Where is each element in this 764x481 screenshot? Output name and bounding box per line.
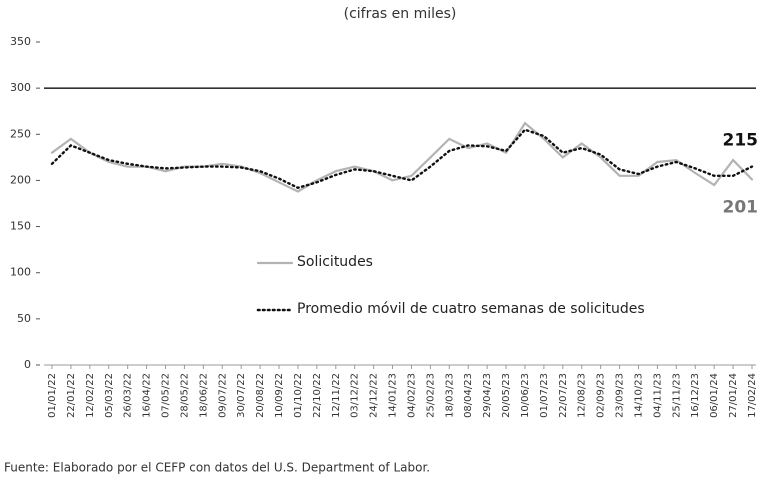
y-tick-label: 250 — [10, 127, 31, 140]
end-label: 201 — [723, 198, 759, 218]
x-tick-label: 22/07/23 — [558, 373, 569, 418]
x-tick-label: 30/07/22 — [236, 373, 247, 418]
x-tick-label: 01/01/22 — [47, 373, 58, 418]
x-tick-label: 24/12/22 — [369, 373, 380, 418]
x-tick-label: 22/10/22 — [312, 373, 323, 418]
x-tick-label: 29/04/23 — [482, 373, 493, 418]
legend-label: Promedio móvil de cuatro semanas de soli… — [297, 301, 645, 317]
x-tick-label: 26/03/22 — [123, 373, 134, 418]
x-tick-label: 12/11/22 — [331, 373, 342, 418]
x-tick-label: 27/01/24 — [728, 373, 739, 418]
source-note: Fuente: Elaborado por el CEFP con datos … — [4, 461, 430, 475]
x-tick-label: 12/02/22 — [85, 373, 96, 418]
x-tick-label: 06/01/24 — [709, 373, 720, 418]
x-tick-label: 25/11/23 — [671, 373, 682, 418]
y-tick-label: 50 — [17, 312, 31, 325]
x-tick-label: 04/02/23 — [406, 373, 417, 418]
x-tick-label: 10/06/23 — [520, 373, 531, 418]
y-tick-label: 200 — [10, 173, 31, 186]
legend-label: Solicitudes — [297, 254, 373, 270]
x-tick-label: 25/02/23 — [425, 373, 436, 418]
x-tick-label: 10/09/22 — [274, 373, 285, 418]
x-tick-label: 07/05/22 — [161, 373, 172, 418]
x-tick-label: 05/03/22 — [104, 373, 115, 418]
x-tick-label: 08/04/23 — [463, 373, 474, 418]
x-tick-label: 02/09/23 — [596, 373, 607, 418]
x-tick-label: 22/01/22 — [66, 373, 77, 418]
chart-subtitle: (cifras en miles) — [344, 6, 457, 22]
x-tick-label: 20/08/22 — [255, 373, 266, 418]
x-tick-label: 17/02/24 — [747, 373, 758, 418]
x-tick-label: 18/03/23 — [444, 373, 455, 418]
x-tick-label: 04/11/23 — [652, 373, 663, 418]
x-tick-label: 14/10/23 — [633, 373, 644, 418]
x-tick-label: 20/05/23 — [501, 373, 512, 418]
x-tick-label: 28/05/22 — [179, 373, 190, 418]
y-tick-label: 300 — [10, 81, 31, 94]
x-tick-label: 09/07/22 — [217, 373, 228, 418]
y-tick-label: 100 — [10, 266, 31, 279]
x-tick-label: 16/04/22 — [142, 373, 153, 418]
x-tick-label: 01/07/23 — [539, 373, 550, 418]
x-tick-label: 23/09/23 — [615, 373, 626, 418]
x-tick-label: 14/01/23 — [388, 373, 399, 418]
y-tick-label: 350 — [10, 35, 31, 48]
x-tick-label: 01/10/22 — [293, 373, 304, 418]
x-tick-label: 03/12/22 — [350, 373, 361, 418]
x-tick-label: 12/08/23 — [577, 373, 588, 418]
x-tick-label: 16/12/23 — [690, 373, 701, 418]
end-label: 215 — [723, 131, 759, 151]
series-line — [50, 128, 754, 190]
series-line — [50, 121, 754, 193]
y-tick-label: 150 — [10, 220, 31, 233]
x-tick-label: 18/06/22 — [198, 373, 209, 418]
y-tick-label: 0 — [24, 358, 31, 371]
